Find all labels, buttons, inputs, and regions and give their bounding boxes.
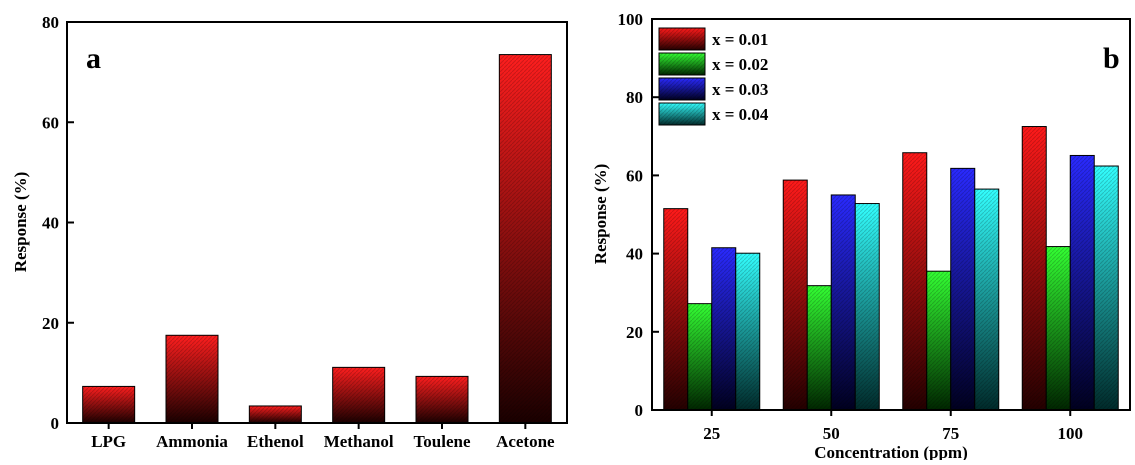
bar-texture (735, 253, 760, 410)
bar-texture (332, 367, 385, 423)
panel-b-letter: b (1103, 42, 1120, 75)
legend-swatch-texture (659, 78, 705, 100)
legend-swatch-texture (659, 53, 705, 75)
y-tick-label: 80 (42, 13, 59, 32)
x-tick-label: 100 (1058, 424, 1084, 443)
panel-a-frame (66, 21, 568, 424)
panel-b-y-ticks: 0 20 40 60 80 100 (618, 10, 659, 420)
legend-label: x = 0.04 (712, 105, 769, 124)
panel-b-legend: x = 0.01 x = 0.02 x = 0.03 x = 0.04 (658, 27, 769, 126)
y-tick-label: 20 (42, 314, 59, 333)
panel-a-y-axis-title: Response (%) (11, 172, 30, 273)
panel-a-bars (82, 54, 552, 424)
bar-texture (1094, 166, 1119, 410)
y-tick-label: 100 (618, 10, 644, 29)
panel-a-y-ticks: 0 20 40 60 80 (42, 13, 74, 433)
x-tick-label: LPG (91, 432, 126, 451)
y-tick-label: 0 (51, 414, 60, 433)
bar-texture (855, 203, 880, 410)
x-tick-label: Ethenol (247, 432, 304, 451)
y-tick-label: 0 (635, 401, 644, 420)
x-tick-label: Ammonia (156, 432, 228, 451)
bar-texture (166, 335, 218, 423)
legend-swatch-texture (659, 28, 705, 50)
bar-texture (950, 168, 975, 410)
x-tick-label: Toulene (413, 432, 470, 451)
bar-texture (499, 54, 552, 424)
bar-texture (416, 376, 468, 423)
legend-label: x = 0.02 (712, 55, 768, 74)
panel-b-bars (663, 126, 1119, 411)
y-tick-label: 60 (42, 113, 59, 132)
bar-texture (249, 405, 302, 423)
x-tick-label: 25 (703, 424, 720, 443)
x-tick-label: Methanol (324, 432, 394, 451)
bar-texture (82, 386, 135, 423)
bar-texture (783, 180, 808, 410)
bar-texture (926, 271, 951, 410)
legend-label: x = 0.03 (712, 80, 768, 99)
bar-texture (711, 247, 736, 410)
y-tick-label: 40 (626, 245, 643, 264)
y-tick-label: 80 (626, 88, 643, 107)
panel-a: 0 20 40 60 80 LPG Ammonia Ethenol Methanol Toule… (11, 13, 568, 451)
bar-texture (902, 152, 927, 411)
y-tick-label: 20 (626, 323, 643, 342)
bar-texture (807, 285, 832, 410)
panel-b-x-axis-title: Concentration (ppm) (814, 443, 967, 460)
panel-b: 0 20 40 60 80 100 25 50 75 100 b Response (%) Co… (591, 10, 1131, 462)
bar-texture (663, 208, 688, 410)
x-tick-label: 50 (823, 424, 840, 443)
bar-texture (1070, 155, 1095, 410)
panel-b-frame (651, 18, 1131, 411)
panel-a-letter: a (86, 42, 101, 75)
y-tick-label: 60 (626, 166, 643, 185)
y-tick-label: 40 (42, 214, 59, 233)
bar-texture (1046, 246, 1071, 410)
x-tick-label: Acetone (496, 432, 555, 451)
legend-swatch-texture (659, 103, 705, 125)
panel-b-x-ticks: 25 50 75 100 (703, 410, 1083, 443)
bar-texture (974, 189, 999, 410)
panel-b-y-axis-title: Response (%) (591, 164, 610, 265)
bar-texture (1022, 126, 1047, 411)
legend-label: x = 0.01 (712, 30, 768, 49)
x-tick-label: 75 (942, 424, 959, 443)
panel-a-x-ticks: LPG Ammonia Ethenol Methanol Toulene Acetone (91, 423, 555, 451)
bar-texture (687, 303, 712, 410)
bar-texture (831, 194, 856, 410)
